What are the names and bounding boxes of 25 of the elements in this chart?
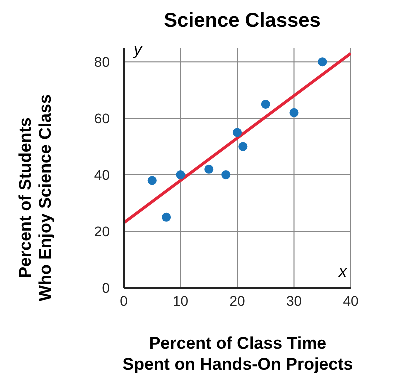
point bbox=[204, 164, 214, 174]
x-tick-label: 10 bbox=[172, 292, 189, 309]
annotation: y bbox=[134, 42, 142, 60]
point bbox=[162, 212, 172, 222]
x-axis-title: Percent of Class Time Spent on Hands-On Projects bbox=[122, 333, 354, 375]
point bbox=[176, 170, 186, 180]
y-tick-label: 40 bbox=[94, 167, 110, 184]
point bbox=[232, 128, 242, 138]
point bbox=[222, 170, 231, 180]
point bbox=[318, 58, 328, 67]
x-tick-label: 20 bbox=[230, 292, 246, 309]
y-tick-label: 60 bbox=[94, 110, 110, 127]
x-tick-label: 30 bbox=[286, 292, 302, 309]
point bbox=[238, 142, 248, 152]
point bbox=[290, 108, 299, 118]
x-tick-label: 40 bbox=[343, 292, 359, 309]
y-tick-label: 80 bbox=[94, 54, 110, 70]
annotation: x bbox=[339, 264, 347, 282]
chart-title: Science Classes bbox=[163, 10, 322, 33]
point bbox=[261, 100, 270, 109]
y-axis-title: Percent of Students Who Enjoy Science Class bbox=[16, 94, 56, 304]
y-tick-label: 0 bbox=[102, 280, 110, 296]
point bbox=[148, 176, 157, 186]
x-tick-label: 0 bbox=[120, 292, 128, 309]
y-tick-label: 20 bbox=[94, 224, 110, 240]
